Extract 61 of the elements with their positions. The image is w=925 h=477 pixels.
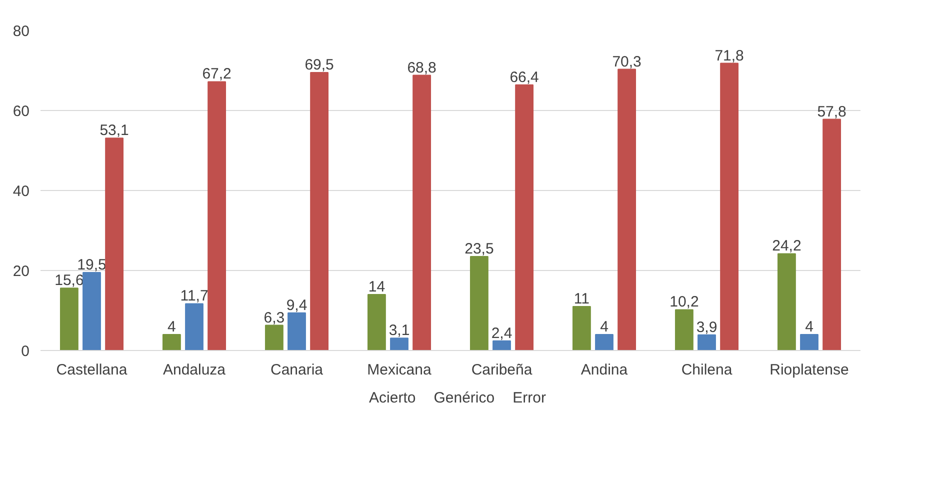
data-label: 11 <box>574 290 590 308</box>
bar <box>572 306 591 350</box>
data-label: 4 <box>168 318 176 336</box>
text: Error <box>512 390 546 406</box>
x-tick-label: Canaria <box>270 362 324 378</box>
bar <box>492 340 511 350</box>
data-label: 69,5 <box>304 56 334 74</box>
bar <box>82 272 101 350</box>
data-label: 3,9 <box>696 318 718 336</box>
data-label: 14 <box>368 278 386 296</box>
bar <box>390 338 408 350</box>
bar <box>264 324 284 350</box>
bar <box>288 312 306 350</box>
x-tick-label: Mexicana <box>367 362 432 378</box>
bar <box>777 253 796 350</box>
data-label: 9,4 <box>286 296 308 314</box>
bar <box>367 294 386 350</box>
y-tick-label: 60 <box>12 103 30 120</box>
bar <box>618 68 636 350</box>
data-label: 4 <box>600 318 608 336</box>
data-label: 70,3 <box>612 53 642 70</box>
data-label: 2,4 <box>491 324 512 342</box>
data-label: 53,1 <box>100 122 129 140</box>
data-label: 4 <box>805 318 814 336</box>
data-label: 6,3 <box>264 309 285 326</box>
data-label: 3,1 <box>388 322 410 340</box>
bar <box>720 62 739 350</box>
y-tick-label: 80 <box>12 23 30 40</box>
bar <box>515 84 534 350</box>
x-tick-label: Andaluza <box>162 362 226 378</box>
bar <box>208 81 226 350</box>
x-tick-label: Caribeña <box>471 362 533 378</box>
data-label: 24,2 <box>772 238 802 255</box>
data-label: 68,8 <box>407 59 436 76</box>
bar <box>105 138 124 350</box>
x-tick-label: Andina <box>580 362 628 378</box>
data-label: 57,8 <box>817 103 846 120</box>
bar <box>162 334 181 350</box>
bar <box>822 118 842 350</box>
bar <box>185 303 204 350</box>
x-tick-label: Chilena <box>681 362 733 378</box>
bar <box>674 309 694 350</box>
bar <box>595 334 614 350</box>
y-tick-label: 20 <box>12 263 30 280</box>
text: Acierto <box>369 390 416 406</box>
data-label: 71,8 <box>714 47 744 64</box>
bar <box>60 288 78 350</box>
x-tick-label: Rioplatense <box>770 362 849 378</box>
data-label: 23,5 <box>464 240 494 258</box>
data-label: 67,2 <box>202 66 232 83</box>
x-tick-label: Castellana <box>56 362 128 378</box>
bar <box>310 72 329 350</box>
text: Genérico <box>434 390 495 406</box>
data-label: 10,2 <box>670 294 699 311</box>
bar <box>698 334 716 350</box>
bar <box>470 256 488 350</box>
bar <box>412 74 432 350</box>
y-tick-label: 0 <box>21 343 30 360</box>
bar <box>800 334 818 350</box>
y-tick-label: 40 <box>12 183 30 200</box>
data-label: 66,4 <box>510 68 539 86</box>
